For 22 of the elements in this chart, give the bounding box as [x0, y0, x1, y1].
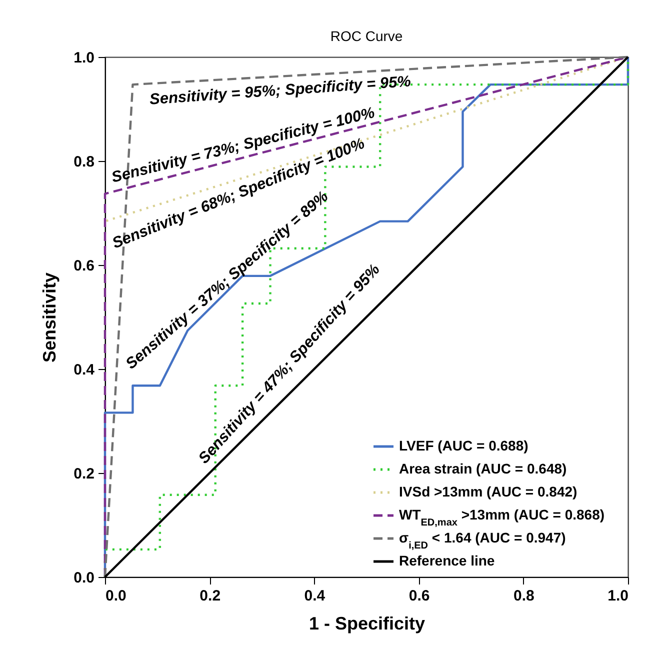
legend-label: WT$_{ED,max}$ >13mm (AUC = 0.868): [399, 506, 605, 528]
x-axis-title: 1 - Specificity: [308, 614, 426, 634]
y-tick-label: 0.0: [74, 570, 94, 586]
y-tick-label: 1.0: [74, 50, 94, 66]
annotation: Sensitivity = 95%; Specificity = 95%: [149, 73, 412, 108]
legend-label: Area strain (AUC = 0.648): [399, 460, 567, 476]
legend-label: σ$_{i,ED}$ < 1.64 (AUC = 0.947): [399, 530, 566, 551]
chart-title: ROC Curve: [330, 28, 403, 44]
x-tick-label: 0.8: [513, 588, 534, 604]
legend-label: LVEF (AUC = 0.688): [399, 438, 528, 454]
y-tick-label: 0.6: [74, 258, 94, 274]
x-tick-label: 0.2: [200, 588, 221, 604]
legend-label: Reference line: [399, 552, 495, 568]
x-tick-label: 0.0: [106, 588, 126, 604]
x-tick-label: 0.6: [408, 588, 430, 604]
legend-label: IVSd >13mm (AUC = 0.842): [399, 484, 578, 500]
y-axis-title: Sensitivity: [40, 272, 60, 363]
y-tick-label: 0.8: [74, 154, 94, 170]
x-tick-label: 0.4: [304, 588, 326, 604]
x-tick-label: 1.0: [608, 588, 628, 604]
y-tick-label: 0.2: [74, 466, 94, 482]
y-tick-label: 0.4: [74, 362, 96, 378]
